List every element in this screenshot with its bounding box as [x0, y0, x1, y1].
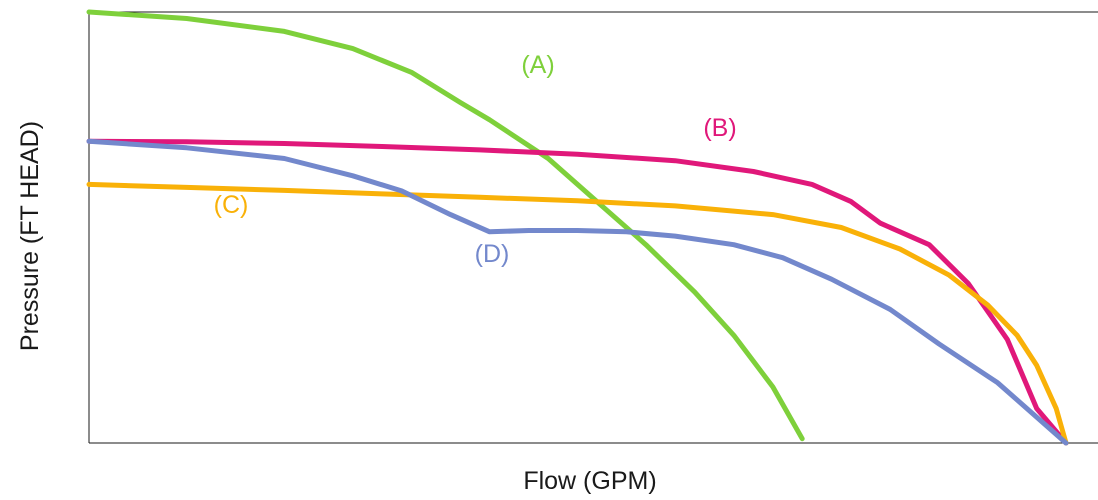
series-labels: (A) (B) (C) (D) [214, 51, 737, 268]
series-label-b: (B) [703, 114, 736, 142]
x-axis-title: Flow (GPM) [523, 467, 656, 495]
series-line-b [86, 138, 1069, 446]
plot-frame [88, 11, 1098, 444]
series-label-a: (A) [521, 51, 554, 79]
series-label-c: (C) [214, 191, 249, 219]
series-line-a [86, 9, 805, 442]
series-line-c [86, 181, 1069, 446]
series-label-d: (D) [475, 240, 510, 268]
series-lines [86, 9, 1069, 446]
series-line-d [86, 138, 1069, 446]
y-axis-title: Pressure (FT HEAD) [16, 121, 44, 351]
